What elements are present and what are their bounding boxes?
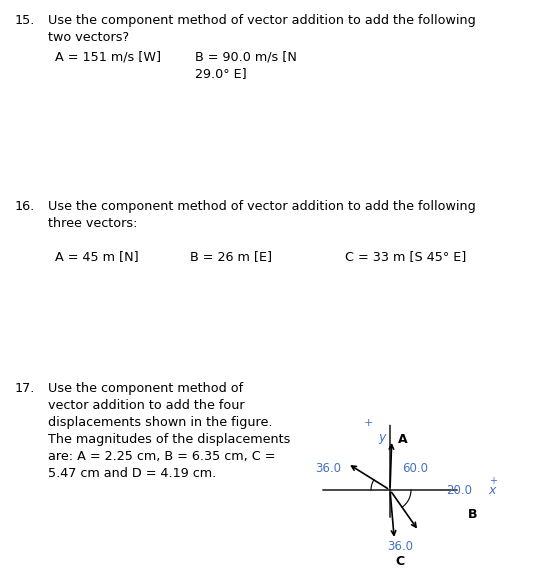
Text: $y$: $y$	[378, 432, 388, 446]
Text: are: A = 2.25 cm, B = 6.35 cm, C =: are: A = 2.25 cm, B = 6.35 cm, C =	[48, 450, 275, 463]
Text: 17.: 17.	[15, 382, 35, 395]
Text: Use the component method of vector addition to add the following: Use the component method of vector addit…	[48, 14, 476, 27]
Text: B: B	[468, 508, 478, 521]
Text: 5.47 cm and D = 4.19 cm.: 5.47 cm and D = 4.19 cm.	[48, 467, 216, 480]
Text: B = 90.0 m/s [N: B = 90.0 m/s [N	[195, 50, 297, 63]
Text: 60.0: 60.0	[402, 462, 428, 475]
Text: 16.: 16.	[15, 200, 35, 213]
Text: +: +	[489, 476, 497, 486]
Text: vector addition to add the four: vector addition to add the four	[48, 399, 245, 412]
Text: A: A	[398, 433, 407, 446]
Text: 36.0: 36.0	[387, 540, 413, 553]
Text: two vectors?: two vectors?	[48, 31, 129, 44]
Text: $x$: $x$	[488, 484, 498, 497]
Text: 29.0° E]: 29.0° E]	[195, 67, 247, 80]
Text: B = 26 m [E]: B = 26 m [E]	[190, 250, 272, 263]
Text: 15.: 15.	[15, 14, 35, 27]
Text: The magnitudes of the displacements: The magnitudes of the displacements	[48, 433, 291, 446]
Text: 20.0: 20.0	[446, 484, 472, 497]
Text: displacements shown in the figure.: displacements shown in the figure.	[48, 416, 273, 429]
Text: +: +	[364, 418, 373, 428]
Text: Use the component method of: Use the component method of	[48, 382, 243, 395]
Text: C = 33 m [S 45° E]: C = 33 m [S 45° E]	[345, 250, 466, 263]
Text: A = 45 m [N]: A = 45 m [N]	[55, 250, 138, 263]
Text: C: C	[395, 555, 405, 568]
Text: three vectors:: three vectors:	[48, 217, 137, 230]
Text: 36.0: 36.0	[315, 462, 341, 475]
Text: A = 151 m/s [W]: A = 151 m/s [W]	[55, 50, 161, 63]
Text: Use the component method of vector addition to add the following: Use the component method of vector addit…	[48, 200, 476, 213]
